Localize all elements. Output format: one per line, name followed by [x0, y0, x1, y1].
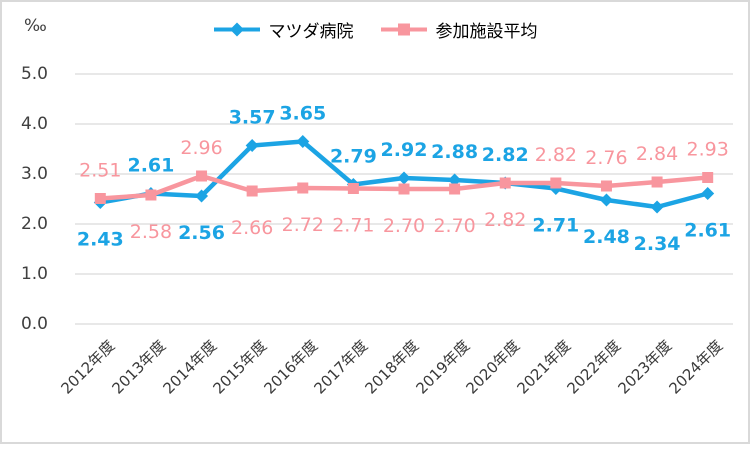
data-label-series-0: 2.43 — [77, 229, 124, 251]
marker-square-icon — [145, 189, 157, 201]
y-axis-tick-label: 5.0 — [20, 64, 48, 84]
marker-square-icon — [651, 176, 663, 188]
marker-diamond-icon — [701, 187, 715, 200]
y-axis-tick-label: 0.0 — [20, 314, 48, 334]
data-label-series-0: 2.48 — [583, 226, 630, 248]
data-label-series-0: 2.92 — [381, 139, 428, 161]
data-label-series-1: 2.93 — [687, 139, 729, 161]
plot-area: 2.432.612.563.57 3.652.79 2.92 2.88 2.822.71… — [75, 73, 733, 325]
data-label-series-0: 2.34 — [634, 233, 681, 255]
data-label-series-1: 2.70 — [383, 215, 425, 237]
marker-diamond-icon — [650, 200, 664, 214]
data-label-series-1: 2.82 — [484, 209, 526, 231]
data-label-series-0: 3.57 — [229, 107, 276, 129]
data-label-series-0: 2.56 — [178, 222, 225, 244]
marker-square-icon — [702, 172, 714, 183]
marker-square-icon — [449, 183, 461, 195]
legend-item-facility-average: 参加施設平均 — [380, 17, 538, 42]
data-label-series-1: 2.96 — [180, 137, 222, 159]
data-label-series-1: 2.72 — [282, 214, 324, 236]
legend: マツダ病院 参加施設平均 — [0, 17, 750, 42]
marker-square-icon — [499, 177, 511, 189]
chart-window: { "chart_data": { "type": "line", "title… — [0, 0, 750, 444]
data-label-series-1: 2.71 — [332, 215, 374, 237]
data-label-series-1: 2.82 — [535, 144, 577, 166]
y-axis-tick-label: 2.0 — [20, 214, 48, 234]
data-label-series-1: 2.51 — [79, 160, 121, 182]
y-axis-tick-label: 3.0 — [20, 164, 48, 184]
marker-square-icon — [246, 185, 258, 197]
marker-square-icon — [196, 170, 208, 182]
marker-square-icon — [600, 180, 612, 192]
marker-square-icon — [347, 183, 359, 194]
y-axis-unit-label: ‰ — [24, 16, 47, 36]
data-label-series-0: 2.71 — [532, 215, 579, 237]
data-label-series-1: 2.76 — [585, 147, 627, 169]
marker-square-icon — [550, 177, 562, 189]
marker-square-icon — [398, 183, 410, 195]
marker-diamond-icon — [296, 135, 310, 148]
marker-square-icon — [94, 193, 106, 204]
marker-diamond-icon — [448, 173, 462, 187]
marker-diamond-icon — [245, 139, 259, 152]
data-label-series-0: 3.65 — [279, 103, 326, 125]
legend-label-facility-average: 参加施設平均 — [435, 22, 538, 41]
data-label-series-1: 2.66 — [231, 217, 273, 239]
data-label-series-1: 2.58 — [130, 221, 172, 243]
legend-label-matsuda-hospital: マツダ病院 — [268, 22, 354, 41]
data-label-series-0: 2.82 — [482, 144, 529, 166]
data-label-series-0: 2.79 — [330, 146, 377, 168]
data-label-series-1: 2.70 — [433, 215, 475, 237]
marker-square-icon — [297, 182, 309, 194]
data-label-series-0: 2.88 — [431, 141, 478, 163]
legend-item-matsuda-hospital: マツダ病院 — [213, 17, 354, 42]
marker-diamond-icon — [599, 193, 613, 207]
y-axis-tick-label: 1.0 — [20, 264, 48, 284]
marker-diamond-icon — [195, 189, 209, 203]
data-label-series-0: 2.61 — [127, 155, 174, 177]
y-axis-tick-label: 4.0 — [20, 114, 48, 134]
legend-line-square-icon — [380, 23, 427, 36]
data-label-series-1: 2.84 — [636, 143, 678, 165]
marker-diamond-icon — [397, 171, 411, 185]
legend-line-diamond-icon — [213, 22, 260, 37]
data-label-series-0: 2.61 — [684, 220, 731, 242]
